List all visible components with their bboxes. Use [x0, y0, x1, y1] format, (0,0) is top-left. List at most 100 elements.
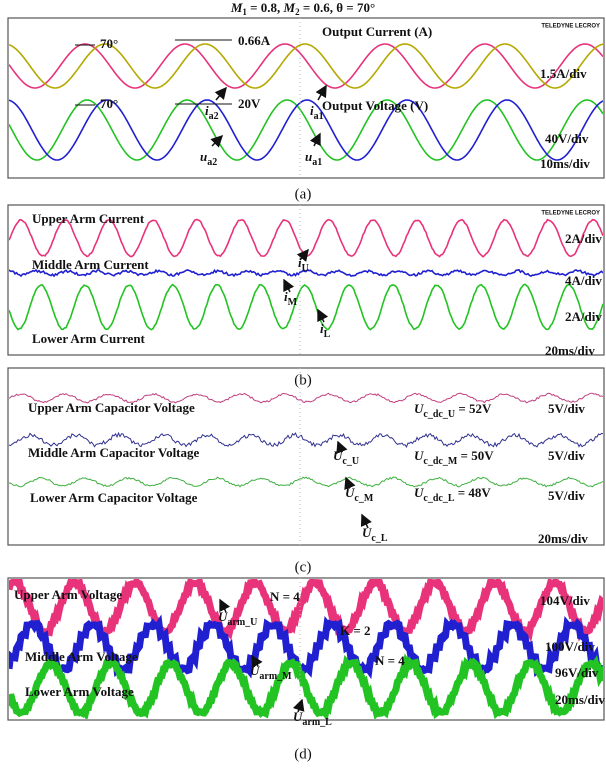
- panel-label-text: Middle Arm Current: [32, 257, 149, 272]
- panel-label: Upper Arm Capacitor Voltage: [28, 400, 195, 415]
- panel-label-text: 5V/div: [548, 488, 585, 503]
- arrow: [216, 88, 226, 100]
- panel-label-text: Upper Arm Voltage: [14, 587, 122, 602]
- panel-label: Lower Arm Current: [32, 331, 146, 346]
- panel-label-sub: c_U: [342, 456, 359, 467]
- panel-label-text: 104V/div: [540, 593, 590, 608]
- panel-label: Uc_dc_M = 50V: [414, 448, 494, 467]
- panel-label: 5V/div: [548, 488, 585, 503]
- panel-label: Output Voltage (V): [322, 98, 428, 113]
- panel-label: Uc_L: [362, 525, 388, 544]
- panel-label: 100V/div: [545, 639, 595, 654]
- panel-label: 1.5A/div: [540, 66, 587, 81]
- panel-label-text: 2A/div: [565, 309, 602, 324]
- panel-label-text: K = 2: [340, 623, 371, 638]
- panel-label-sub: c_dc_M: [423, 456, 457, 467]
- panel-label-sub: c_dc_L: [423, 493, 454, 504]
- panel-label-sub: arm_M: [259, 671, 292, 682]
- panel-label-text: 20V: [238, 96, 261, 111]
- panel-label-text: u: [200, 149, 207, 164]
- panel-label: N = 4: [270, 589, 300, 604]
- panel-label-text: Output Voltage (V): [322, 98, 428, 113]
- panel-label-text: Upper Arm Capacitor Voltage: [28, 400, 195, 415]
- panel-label-text: N = 4: [270, 589, 300, 604]
- panel-label-text: 5V/div: [548, 401, 585, 416]
- panel-label-sub: c_L: [371, 533, 387, 544]
- panel-label: Output Current (A): [322, 24, 432, 39]
- logo: TELEDYNE LECROY: [541, 24, 600, 30]
- panel-label-text: N = 4: [375, 653, 405, 668]
- panel-label: K = 2: [340, 623, 371, 638]
- panel-label-text: 70°: [100, 36, 118, 51]
- panel-label-sub: arm_L: [302, 717, 332, 728]
- panel-label-text: Upper Arm Current: [32, 211, 145, 226]
- panel-label-sub: c_M: [354, 493, 373, 504]
- title-suffix: = 0.6, θ = 70°: [300, 0, 376, 15]
- panel-label-text: u: [305, 149, 312, 164]
- panel-label: iM: [284, 289, 298, 308]
- panel-label-text: 96V/div: [555, 665, 599, 680]
- panel-label-text: 4A/div: [565, 273, 602, 288]
- logo: TELEDYNE LECROY: [541, 211, 600, 217]
- panel-label: 70°: [100, 36, 118, 51]
- panel-label-sub: arm_U: [227, 617, 257, 628]
- panel-label: Uc_dc_L = 48V: [414, 485, 491, 504]
- panel-caption: (b): [294, 372, 312, 388]
- panel-label: ua1: [305, 149, 322, 168]
- title-text: M: [230, 0, 243, 15]
- panel-label-sub: L: [324, 329, 331, 340]
- panel-label-text: 2A/div: [565, 231, 602, 246]
- panel-label-text: 20ms/div: [555, 692, 605, 707]
- figure-title: M1 = 0.8, M2 = 0.6, θ = 70°: [230, 0, 375, 17]
- panel-label: Middle Arm Capacitor Voltage: [28, 445, 200, 460]
- panel-label: 20ms/div: [555, 692, 605, 707]
- panel-label-sub: a1: [312, 157, 322, 168]
- panel-label: 5V/div: [548, 448, 585, 463]
- panel-label-sub: c_dc_U: [423, 409, 455, 420]
- panel-label-text: 20ms/div: [538, 531, 588, 546]
- panel-label: 20ms/div: [545, 343, 595, 358]
- panel-label-sub: M: [288, 297, 298, 308]
- panel-label-text: 100V/div: [545, 639, 595, 654]
- panel-label: 96V/div: [555, 665, 599, 680]
- panel-label: 40V/div: [545, 131, 589, 146]
- panel-label: Upper Arm Voltage: [14, 587, 122, 602]
- panel-label-sub: a2: [209, 111, 219, 122]
- trace-group: [9, 477, 603, 487]
- figure: M1 = 0.8, M2 = 0.6, θ = 70° (a) TELEDYNE L…: [0, 0, 606, 771]
- panel-label-text: 10ms/div: [540, 156, 590, 171]
- panel-label: 10ms/div: [540, 156, 590, 171]
- panel-caption: (a): [295, 186, 312, 202]
- panel-label: 70°: [100, 96, 118, 111]
- title-text: M: [283, 0, 296, 15]
- panel-label-text: 0.66A: [238, 33, 271, 48]
- panel-label-text: 70°: [100, 96, 118, 111]
- panel-label-text: 1.5A/div: [540, 66, 587, 81]
- panel-label-text: Output Current (A): [322, 24, 432, 39]
- page: {"title": [{"text": "M", "sub": "1", "su…: [0, 0, 606, 771]
- panel-label-sub: U: [302, 263, 309, 274]
- panel-label: Uc_U: [333, 448, 359, 467]
- panel-caption: (d): [294, 746, 312, 762]
- panel-label: 20V: [238, 96, 261, 111]
- panel-label-text: 40V/div: [545, 131, 589, 146]
- panel-label: 2A/div: [565, 231, 602, 246]
- panel-label: 0.66A: [238, 33, 271, 48]
- panel-label-text: Middle Arm Capacitor Voltage: [28, 445, 200, 460]
- panel-label: ua2: [200, 149, 217, 168]
- panel-label-suffix: = 52V: [455, 401, 492, 416]
- waveform: [9, 44, 603, 88]
- panel-label: 20ms/div: [538, 531, 588, 546]
- panel-label-suffix: = 50V: [457, 448, 494, 463]
- panel-label: Lower Arm Capacitor Voltage: [30, 490, 198, 505]
- title-suffix: = 0.8,: [247, 0, 284, 15]
- waveform: [9, 477, 603, 487]
- panel-label: iL: [320, 321, 331, 340]
- panel-label-text: Lower Arm Current: [32, 331, 146, 346]
- trace-group: [9, 284, 603, 329]
- panel-label: 5V/div: [548, 401, 585, 416]
- panel-label-suffix: = 48V: [455, 485, 492, 500]
- panel-label: Middle Arm Current: [32, 257, 149, 272]
- panel-label: 2A/div: [565, 309, 602, 324]
- panel-label-sub: a2: [207, 157, 217, 168]
